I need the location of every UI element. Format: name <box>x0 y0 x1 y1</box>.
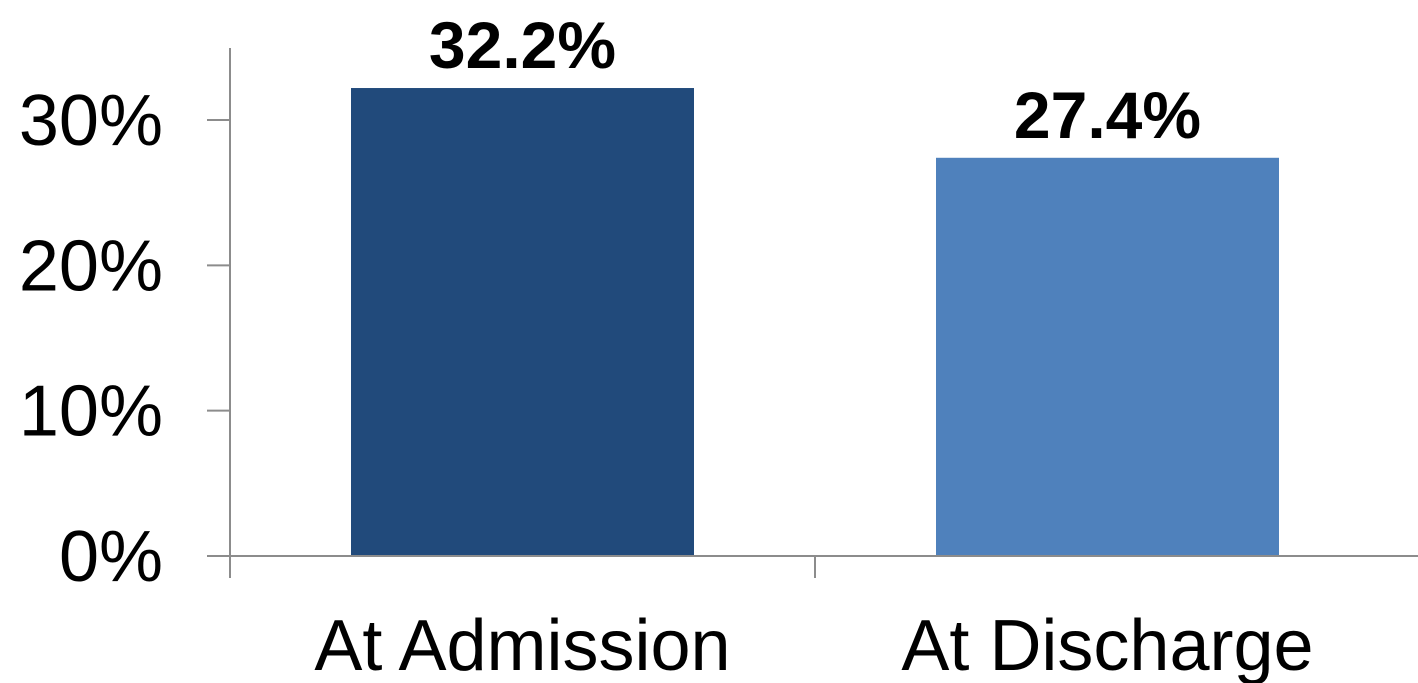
y-tick-label: 10% <box>19 372 163 452</box>
x-tick-label: At Discharge <box>901 606 1313 683</box>
y-tick-label: 0% <box>59 517 163 597</box>
bar-at-discharge <box>936 157 1279 556</box>
bar-at-admission <box>351 88 694 556</box>
y-tick-label: 30% <box>19 81 163 161</box>
x-tick-label: At Admission <box>314 606 730 683</box>
category-labels: At Admission At Discharge <box>314 606 1313 683</box>
data-label: 32.2% <box>429 8 616 82</box>
y-axis-ticks: 0% 10% 20% 30% <box>19 81 230 597</box>
y-tick-label: 20% <box>19 226 163 306</box>
bars <box>351 88 1279 556</box>
data-labels: 32.2% 27.4% <box>429 8 1201 152</box>
data-label: 27.4% <box>1014 78 1201 152</box>
